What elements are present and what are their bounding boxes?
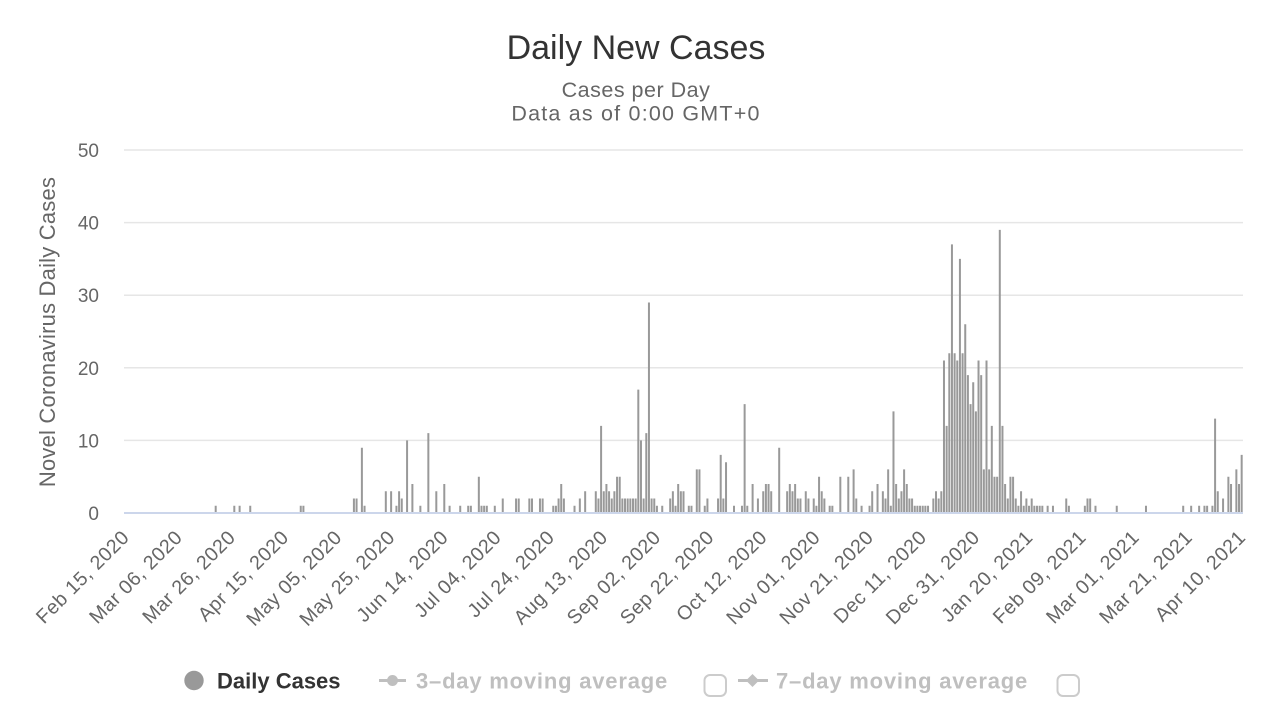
svg-text:Data as of 0:00 GMT+0: Data as of 0:00 GMT+0	[511, 102, 760, 126]
svg-text:3–day moving average: 3–day moving average	[416, 669, 668, 694]
svg-text:Daily Cases: Daily Cases	[217, 669, 341, 694]
svg-text:10: 10	[78, 431, 99, 452]
svg-text:50: 50	[78, 141, 99, 162]
svg-text:0: 0	[88, 504, 99, 525]
svg-text:Novel Coronavirus Daily Cases: Novel Coronavirus Daily Cases	[35, 177, 60, 487]
svg-text:Cases per Day: Cases per Day	[562, 78, 711, 102]
svg-text:Daily New Cases: Daily New Cases	[507, 29, 766, 67]
svg-text:30: 30	[78, 286, 99, 307]
svg-text:40: 40	[78, 214, 99, 235]
svg-text:7–day moving average: 7–day moving average	[776, 669, 1028, 694]
svg-text:20: 20	[78, 359, 99, 380]
